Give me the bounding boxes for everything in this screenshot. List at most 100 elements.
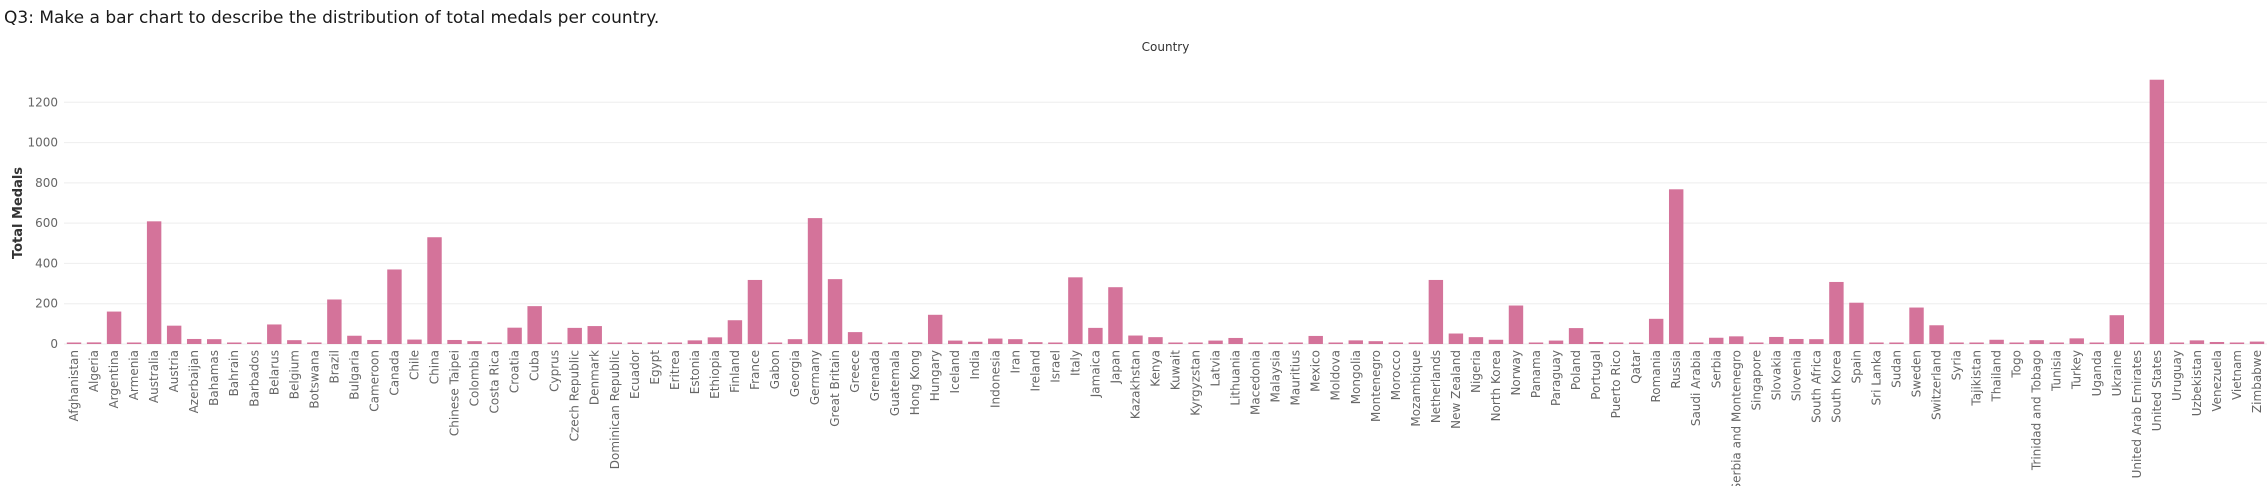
x-tick-label: Hong Kong [908,350,922,415]
bar: Uruguay: 1 [2169,342,2185,344]
column-header: Country [1142,40,1190,54]
bar: Latvia: 17 [1208,340,1223,344]
x-tick-label: Tunisia [2050,350,2064,392]
bar: Afghanistan: 1 [66,342,82,344]
bar: Lithuania: 30 [1228,337,1243,344]
x-tick-label: Singapore [1749,350,1763,411]
x-tick-label: Poland [1569,350,1583,390]
x-tick-label: Bulgaria [347,350,361,400]
bar: Romania: 125 [1648,318,1664,344]
x-tick-label: Qatar [1629,350,1643,384]
bar: Trinidad and Tobago: 19 [2029,340,2044,344]
x-tick-label: Trinidad and Tobago [2030,350,2044,471]
x-tick-label: Kazakhstan [1128,350,1142,419]
x-tick-label: Brazil [327,350,341,384]
x-tick-label: Colombia [468,350,482,406]
x-tick-label: Barbados [247,350,261,407]
x-tick-label: Great Britain [828,350,842,427]
bar: Kyrgyzstan: 3 [1188,342,1203,344]
bar: Ireland: 9 [1028,342,1043,344]
bar: Algeria: 8 [86,342,102,344]
bar: Japan: 282 [1108,287,1123,344]
x-tick-label: China [428,350,442,384]
bar: Croatia: 81 [507,327,522,344]
bar: Kuwait: 2 [1168,342,1183,344]
bar: Guatemala: 1 [887,342,903,344]
bar: Sudan: 1 [1889,342,1904,344]
x-tick-label: India [968,350,982,379]
x-tick-label: Eritrea [668,350,682,390]
bar: Mongolia: 18 [1348,340,1363,344]
bar: Dominican Republic: 5 [607,342,622,344]
y-tick-label: 400 [35,256,58,270]
x-tick-label: Greece [848,350,862,393]
bar: Eritrea: 1 [667,342,683,344]
bar: Chinese Taipei: 20 [447,339,462,344]
bar: Cuba: 188 [527,306,542,344]
x-tick-label: Indonesia [988,350,1002,408]
x-tick-label: Venezuela [2210,350,2224,412]
bar: Moldova: 5 [1328,342,1343,344]
x-tick-label: Switzerland [1930,350,1944,420]
x-tick-label: Chile [407,350,421,380]
x-tick-label: Denmark [588,350,602,405]
x-tick-label: Argentina [107,350,121,409]
x-tick-label: Estonia [688,350,702,394]
bar: Jamaica: 80 [1088,327,1103,344]
x-tick-label: Sudan [1889,350,1903,388]
x-tick-label: Uganda [2090,350,2104,396]
bar: Egypt: 8 [647,342,663,344]
x-tick-label: Australia [147,350,161,403]
x-tick-label: Canada [387,350,401,396]
bar: Paraguay: 17 [1548,340,1564,344]
bar: Bahamas: 24 [206,339,222,344]
x-tick-label: Algeria [87,350,101,392]
bar: Israel: 4 [1048,342,1063,344]
bar: Indonesia: 27 [988,338,1003,344]
x-tick-label: United States [2150,350,2164,431]
x-tick-label: Afghanistan [67,350,81,421]
y-axis-ticks: 0 200 400 600 800 1000 1200 [27,95,58,351]
bar: France: 318 [747,279,763,344]
bar: Montenegro: 14 [1368,341,1383,344]
bar: Belarus: 97 [267,324,282,344]
x-tick-label: Finland [728,350,742,393]
x-tick-label: Latvia [1209,350,1223,387]
bar: Malaysia: 3 [1268,342,1283,344]
bar: Puerto Rico: 1 [1608,342,1624,344]
bar: Zimbabwe: 12 [2249,341,2265,344]
bar: Great Britain: 322 [827,279,843,344]
x-tick-label: Bahamas [207,350,221,406]
bar: Mexico: 40 [1308,335,1323,344]
x-tick-label: Lithuania [1229,350,1243,406]
x-tick-label: Netherlands [1429,350,1443,423]
x-tick-label: Russia [1669,350,1683,389]
bar: Hungary: 145 [927,314,943,344]
bar: Netherlands: 318 [1428,279,1444,344]
x-tick-label: North Korea [1489,350,1503,421]
bar: Kazakhstan: 42 [1128,335,1143,344]
x-tick-label: Kuwait [1169,350,1183,390]
x-tick-label: Japan [1108,350,1122,384]
bar: North Korea: 21 [1488,339,1504,344]
x-tick-label: Togo [2010,350,2024,379]
bar: Ecuador: 1 [627,342,642,344]
x-tick-label: Croatia [508,350,522,393]
bar: Brazil: 221 [327,299,342,344]
bar: Ethiopia: 33 [707,337,723,344]
bar: Tunisia: 4 [2049,342,2064,344]
x-tick-label: Zimbabwe [2250,350,2264,413]
bar: Slovenia: 25 [1789,338,1804,344]
x-tick-label: Botswana [307,350,321,409]
x-tick-label: Armenia [127,350,141,400]
x-tick-label: Tajikistan [1970,350,1984,407]
x-tick-label: Kenya [1148,350,1162,387]
x-tick-label: France [748,350,762,390]
x-tick-label: South Africa [1809,350,1823,423]
bar: Syria: 1 [1949,342,1964,344]
x-tick-label: Czech Republic [568,350,582,441]
bar: Austria: 91 [166,325,182,344]
bar: Sri Lanka: 1 [1869,342,1884,344]
x-tick-label: Guatemala [888,350,902,416]
